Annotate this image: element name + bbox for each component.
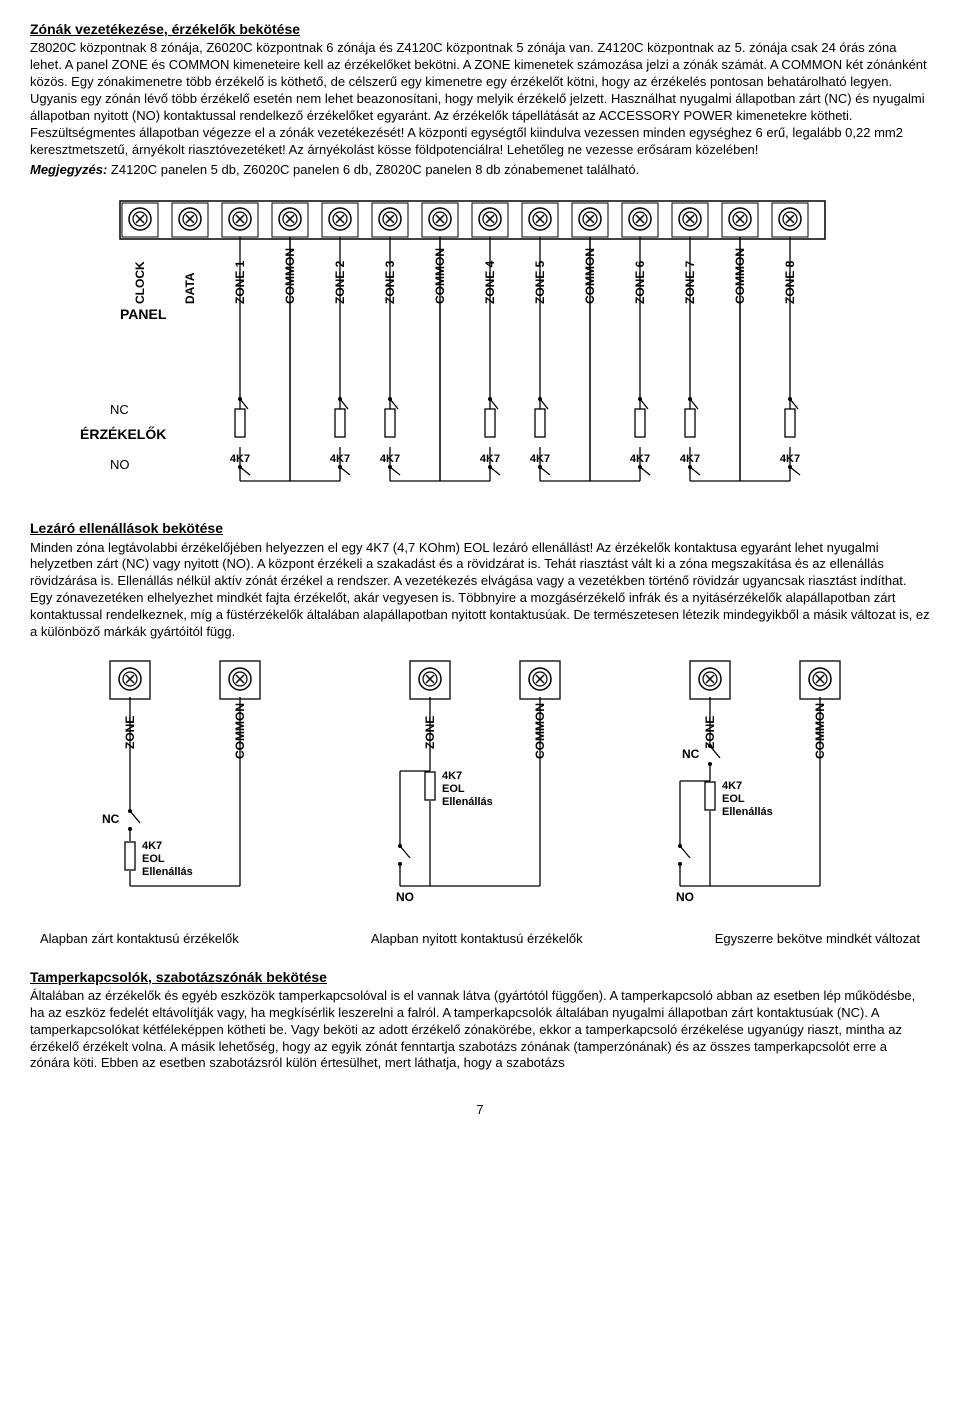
svg-text:NO: NO bbox=[396, 890, 414, 904]
svg-text:4K7: 4K7 bbox=[142, 840, 162, 852]
section2-title: Lezáró ellenállások bekötése bbox=[30, 519, 930, 537]
caption2: Alapban nyitott kontaktusú érzékelők bbox=[371, 931, 583, 948]
sensors-label: ÉRZÉKELŐK bbox=[80, 425, 166, 442]
caption1: Alapban zárt kontaktusú érzékelők bbox=[40, 931, 239, 948]
diagram2-captions: Alapban zárt kontaktusú érzékelők Alapba… bbox=[40, 931, 920, 948]
svg-text:Ellenállás: Ellenállás bbox=[722, 806, 773, 818]
svg-text:DATA: DATA bbox=[183, 272, 197, 304]
svg-text:Ellenállás: Ellenállás bbox=[142, 866, 193, 878]
nc-label: NC bbox=[110, 402, 129, 417]
svg-text:EOL: EOL bbox=[442, 783, 465, 795]
section3-body: Általában az érzékelők és egyéb eszközök… bbox=[30, 988, 930, 1072]
section2-body: Minden zóna legtávolabbi érzékelőjében h… bbox=[30, 540, 930, 641]
svg-text:EOL: EOL bbox=[722, 793, 745, 805]
page-number: 7 bbox=[30, 1102, 930, 1119]
svg-text:4K7: 4K7 bbox=[442, 770, 462, 782]
section1-note: Megjegyzés: Z4120C panelen 5 db, Z6020C … bbox=[30, 162, 930, 179]
note-label: Megjegyzés: bbox=[30, 162, 107, 177]
section3-title: Tamperkapcsolók, szabotázszónák bekötése bbox=[30, 968, 930, 986]
svg-text:EOL: EOL bbox=[142, 853, 165, 865]
svg-text:Ellenállás: Ellenállás bbox=[442, 796, 493, 808]
section1-title: Zónák vezetékezése, érzékelők bekötése bbox=[30, 20, 930, 38]
diagram1: CLOCKDATAZONE 1COMMONZONE 2ZONE 3COMMONZ… bbox=[70, 189, 890, 509]
section1-body: Z8020C központnak 8 zónája, Z6020C közpo… bbox=[30, 40, 930, 158]
no-label: NO bbox=[110, 457, 130, 472]
svg-text:NO: NO bbox=[676, 890, 694, 904]
caption3: Egyszerre bekötve mindkét változat bbox=[715, 931, 920, 948]
panel-label: PANEL bbox=[120, 306, 167, 322]
svg-text:NC: NC bbox=[682, 747, 700, 761]
note-text: Z4120C panelen 5 db, Z6020C panelen 6 db… bbox=[107, 162, 639, 177]
svg-text:NC: NC bbox=[102, 812, 120, 826]
svg-text:CLOCK: CLOCK bbox=[133, 261, 147, 304]
diagram2: ZONECOMMONNC4K7EOLEllenállásZONECOMMON4K… bbox=[40, 651, 920, 921]
svg-text:4K7: 4K7 bbox=[722, 780, 742, 792]
